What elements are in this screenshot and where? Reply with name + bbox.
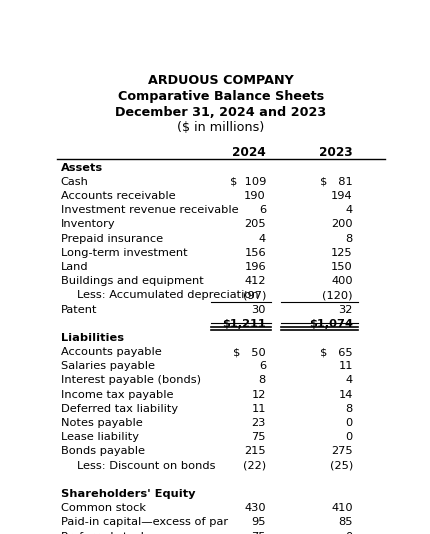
Text: Bonds payable: Bonds payable [60, 446, 144, 457]
Text: 275: 275 [330, 446, 352, 457]
Text: December 31, 2024 and 2023: December 31, 2024 and 2023 [115, 106, 326, 119]
Text: 75: 75 [251, 531, 265, 534]
Text: Land: Land [60, 262, 88, 272]
Text: 412: 412 [244, 276, 265, 286]
Text: 200: 200 [330, 219, 352, 230]
Text: 14: 14 [338, 390, 352, 399]
Text: 4: 4 [345, 205, 352, 215]
Text: Patent: Patent [60, 304, 97, 315]
Text: 8: 8 [345, 233, 352, 244]
Text: 150: 150 [330, 262, 352, 272]
Text: 23: 23 [251, 418, 265, 428]
Text: 6: 6 [258, 362, 265, 371]
Text: Less: Accumulated depreciation: Less: Accumulated depreciation [77, 290, 258, 300]
Text: 75: 75 [251, 432, 265, 442]
Text: 125: 125 [330, 248, 352, 258]
Text: $   81: $ 81 [319, 177, 352, 187]
Text: (97): (97) [242, 290, 265, 300]
Text: 30: 30 [251, 304, 265, 315]
Text: 2024: 2024 [232, 146, 265, 159]
Text: Paid-in capital—excess of par: Paid-in capital—excess of par [60, 517, 227, 527]
Text: 194: 194 [330, 191, 352, 201]
Text: Investment revenue receivable: Investment revenue receivable [60, 205, 238, 215]
Text: (22): (22) [242, 461, 265, 470]
Text: 215: 215 [244, 446, 265, 457]
Text: 11: 11 [338, 362, 352, 371]
Text: Preferred stock: Preferred stock [60, 531, 147, 534]
Text: Notes payable: Notes payable [60, 418, 142, 428]
Text: Income tax payable: Income tax payable [60, 390, 173, 399]
Text: 8: 8 [345, 404, 352, 414]
Text: 95: 95 [251, 517, 265, 527]
Text: $   50: $ 50 [233, 347, 265, 357]
Text: (25): (25) [329, 461, 352, 470]
Text: 0: 0 [345, 432, 352, 442]
Text: Comparative Balance Sheets: Comparative Balance Sheets [117, 90, 323, 103]
Text: Salaries payable: Salaries payable [60, 362, 154, 371]
Text: Assets: Assets [60, 163, 102, 172]
Text: Cash: Cash [60, 177, 88, 187]
Text: ARDUOUS COMPANY: ARDUOUS COMPANY [147, 74, 293, 88]
Text: $1,074: $1,074 [308, 319, 352, 329]
Text: Interest payable (bonds): Interest payable (bonds) [60, 375, 200, 386]
Text: 4: 4 [345, 375, 352, 386]
Text: ($ in millions): ($ in millions) [177, 121, 264, 134]
Text: Deferred tax liability: Deferred tax liability [60, 404, 177, 414]
Text: 410: 410 [330, 503, 352, 513]
Text: Lease liability: Lease liability [60, 432, 138, 442]
Text: Long-term investment: Long-term investment [60, 248, 187, 258]
Text: 8: 8 [258, 375, 265, 386]
Text: 156: 156 [244, 248, 265, 258]
Text: Accounts payable: Accounts payable [60, 347, 161, 357]
Text: Less: Discount on bonds: Less: Discount on bonds [77, 461, 215, 470]
Text: 196: 196 [244, 262, 265, 272]
Text: (120): (120) [322, 290, 352, 300]
Text: $1,211: $1,211 [222, 319, 265, 329]
Text: 0: 0 [345, 418, 352, 428]
Text: Accounts receivable: Accounts receivable [60, 191, 175, 201]
Text: 205: 205 [244, 219, 265, 230]
Text: 2023: 2023 [319, 146, 352, 159]
Text: 6: 6 [258, 205, 265, 215]
Text: Common stock: Common stock [60, 503, 145, 513]
Text: 85: 85 [338, 517, 352, 527]
Text: 190: 190 [244, 191, 265, 201]
Text: 430: 430 [244, 503, 265, 513]
Text: 4: 4 [258, 233, 265, 244]
Text: 12: 12 [251, 390, 265, 399]
Text: 32: 32 [338, 304, 352, 315]
Text: $   65: $ 65 [319, 347, 352, 357]
Text: 0: 0 [345, 531, 352, 534]
Text: Prepaid insurance: Prepaid insurance [60, 233, 162, 244]
Text: Shareholders' Equity: Shareholders' Equity [60, 489, 195, 499]
Text: Inventory: Inventory [60, 219, 115, 230]
Text: Liabilities: Liabilities [60, 333, 123, 343]
Text: 400: 400 [330, 276, 352, 286]
Text: Buildings and equipment: Buildings and equipment [60, 276, 203, 286]
Text: 11: 11 [251, 404, 265, 414]
Text: $  109: $ 109 [229, 177, 265, 187]
